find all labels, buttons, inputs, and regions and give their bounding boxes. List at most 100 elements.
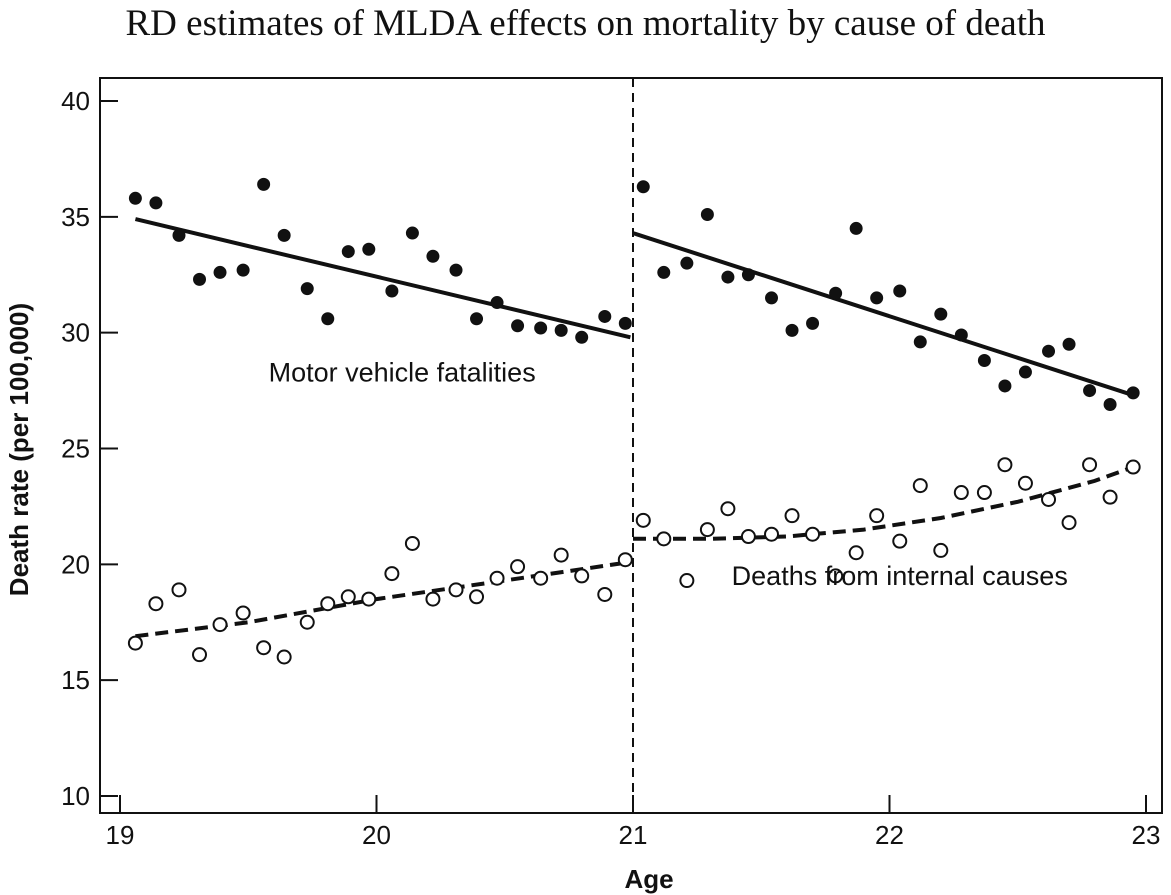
motor-vehicle-point	[385, 284, 399, 298]
internal-causes-point	[533, 570, 549, 586]
x-tick-label: 22	[875, 820, 904, 850]
internal-causes-point	[720, 501, 736, 517]
motor-vehicle-point	[554, 323, 568, 337]
motor-vehicle-point	[213, 265, 227, 279]
motor-vehicle-point	[300, 282, 314, 296]
internal-causes-point	[617, 552, 633, 568]
motor-vehicle-point	[490, 296, 504, 310]
x-axis-title: Age	[624, 864, 673, 894]
internal-causes-point	[997, 457, 1013, 473]
internal-causes-label: Deaths from internal causes	[732, 561, 1068, 591]
internal-causes-point	[171, 582, 187, 598]
internal-causes-point	[489, 570, 505, 586]
internal-causes-point	[256, 640, 272, 656]
internal-causes-point	[127, 635, 143, 651]
motor-vehicle-point	[657, 265, 671, 279]
motor-vehicle-point	[172, 228, 186, 242]
y-axis-title: Death rate (per 100,000)	[4, 303, 34, 596]
motor-vehicle-point	[998, 379, 1012, 393]
internal-causes-point	[553, 547, 569, 563]
internal-causes-point	[699, 522, 715, 538]
internal-causes-point	[425, 591, 441, 607]
internal-causes-point	[192, 647, 208, 663]
motor-vehicle-point	[149, 196, 163, 210]
motor-vehicle-point	[806, 316, 820, 330]
internal-causes-point	[953, 485, 969, 501]
motor-vehicle-point	[618, 316, 632, 330]
internal-causes-point	[320, 596, 336, 612]
motor-vehicle-point	[829, 286, 843, 300]
y-tick-label: 10	[61, 781, 90, 811]
motor-vehicle-point	[741, 268, 755, 282]
motor-vehicle-point	[470, 312, 484, 326]
motor-vehicle-fit-line	[632, 231, 1134, 398]
y-tick-label: 20	[61, 549, 90, 579]
internal-causes-point	[361, 591, 377, 607]
internal-causes-fit-line	[633, 465, 1134, 541]
motor-vehicle-point	[236, 263, 250, 277]
internal-causes-point	[384, 566, 400, 582]
internal-causes-point	[448, 582, 464, 598]
motor-vehicle-point	[636, 180, 650, 194]
x-tick-label: 23	[1132, 820, 1161, 850]
internal-causes-point	[679, 573, 695, 589]
internal-causes-point	[597, 586, 613, 602]
motor-vehicle-point	[765, 291, 779, 305]
motor-vehicle-point	[785, 323, 799, 337]
internal-causes-point	[1102, 489, 1118, 505]
data-points	[127, 177, 1141, 665]
internal-causes-point	[976, 485, 992, 501]
motor-vehicle-point	[893, 284, 907, 298]
y-tick-label: 35	[61, 202, 90, 232]
motor-vehicle-point	[934, 307, 948, 321]
y-tick-label: 30	[61, 318, 90, 348]
motor-vehicle-point	[449, 263, 463, 277]
motor-vehicle-point	[1103, 397, 1117, 411]
internal-causes-point	[635, 512, 651, 528]
internal-causes-point	[469, 589, 485, 605]
internal-causes-point	[764, 526, 780, 542]
motor-vehicle-point	[511, 319, 525, 333]
internal-causes-point	[848, 545, 864, 561]
x-tick-label: 20	[362, 820, 391, 850]
motor-vehicle-point	[680, 256, 694, 270]
chart-text: Age Death rate (per 100,000) Motor vehicle…	[4, 303, 1068, 894]
chart-title: RD estimates of MLDA effects on mortalit…	[125, 3, 1046, 44]
internal-causes-point	[805, 526, 821, 542]
plot-frame	[99, 77, 1163, 814]
motor-vehicle-point	[700, 208, 714, 222]
x-tick-label: 19	[106, 820, 135, 850]
internal-causes-point	[656, 531, 672, 547]
motor-vehicle-point	[1018, 365, 1032, 379]
motor-vehicle-point	[277, 228, 291, 242]
internal-causes-point	[892, 533, 908, 549]
x-tick-label: 21	[619, 820, 648, 850]
internal-causes-point	[912, 478, 928, 494]
internal-causes-point	[276, 649, 292, 665]
internal-causes-point	[1125, 459, 1141, 475]
motor-vehicle-point	[193, 272, 207, 286]
y-tick-label: 25	[61, 434, 90, 464]
internal-causes-point	[299, 614, 315, 630]
motor-vehicle-point	[1083, 384, 1097, 398]
internal-causes-point	[404, 535, 420, 551]
internal-causes-point	[510, 559, 526, 575]
internal-causes-point	[784, 508, 800, 524]
motor-vehicle-point	[362, 242, 376, 256]
motor-vehicle-point	[849, 221, 863, 235]
internal-causes-point	[148, 596, 164, 612]
internal-causes-point	[212, 617, 228, 633]
axes: 10 15 20 25 30 35 40 19 20 21 22 23	[61, 77, 1163, 850]
motor-vehicle-point	[870, 291, 884, 305]
internal-causes-point	[1041, 491, 1057, 507]
internal-causes-point	[1082, 457, 1098, 473]
motor-vehicle-point	[1126, 386, 1140, 400]
y-tick-label: 15	[61, 665, 90, 695]
y-tick-label: 40	[61, 86, 90, 116]
internal-causes-point	[933, 542, 949, 558]
motor-vehicle-point	[426, 249, 440, 263]
fit-lines	[134, 217, 1134, 639]
motor-vehicle-point	[1042, 344, 1056, 358]
internal-causes-point	[1017, 475, 1033, 491]
